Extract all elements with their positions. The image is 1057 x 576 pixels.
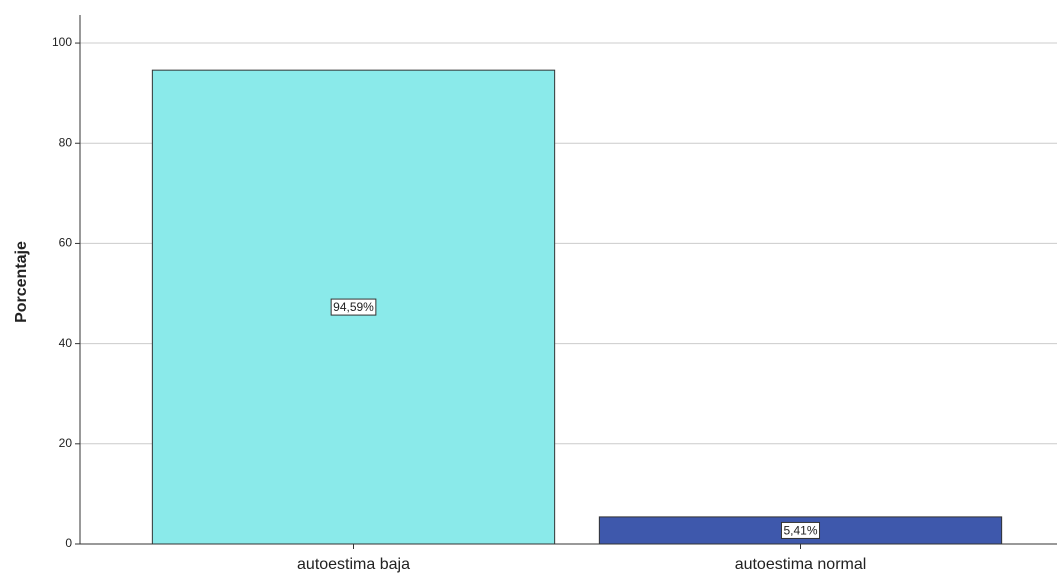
y-tick-label: 40 (59, 336, 73, 350)
value-label-box (780, 521, 821, 539)
y-axis-label: Porcentaje (13, 241, 30, 323)
value-label: 94,59% (333, 300, 374, 314)
y-tick-label: 100 (52, 35, 72, 49)
y-tick-label: 60 (59, 236, 73, 250)
y-tick-label: 20 (59, 436, 73, 450)
value-label: 5,41% (783, 524, 817, 538)
y-tick-label: 0 (65, 536, 72, 550)
x-tick-label: autoestima normal (735, 556, 867, 573)
y-tick-label: 80 (59, 135, 73, 149)
value-label-box (330, 298, 377, 316)
x-tick-label: autoestima baja (297, 556, 410, 573)
